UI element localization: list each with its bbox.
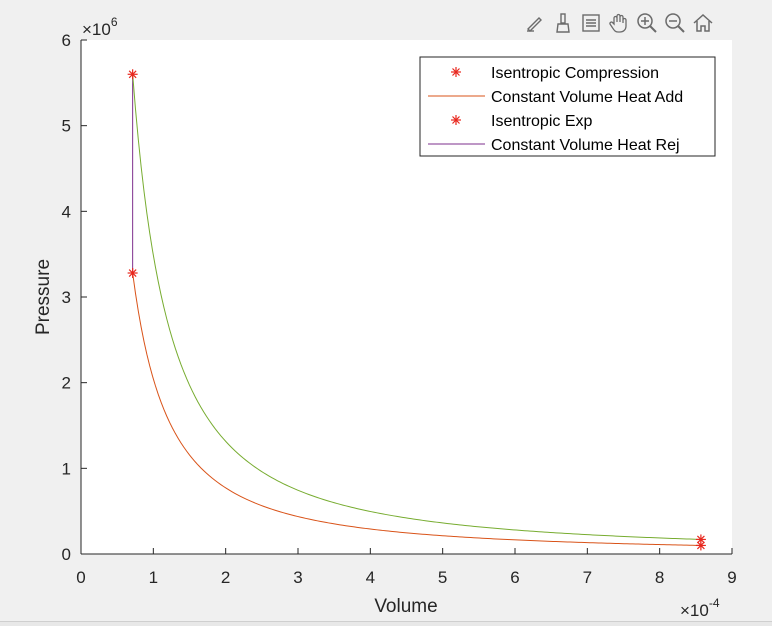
x-tick-label: 0 <box>76 568 85 587</box>
x-ticks: 0 1 2 3 4 5 6 7 8 9 <box>76 548 737 587</box>
series-4 <box>132 74 701 540</box>
x-tick-label: 2 <box>221 568 230 587</box>
y-tick-label: 6 <box>62 31 71 50</box>
y-tick-label: 5 <box>62 117 71 136</box>
window-bottom-bar <box>0 621 772 626</box>
legend-label: Constant Volume Heat Rej <box>491 137 680 154</box>
data-tips-button[interactable] <box>578 9 604 37</box>
home-button[interactable] <box>690 9 716 37</box>
axes-toolbar <box>522 8 716 38</box>
data-point-marker <box>127 69 138 80</box>
y-tick-label: 4 <box>62 202 71 221</box>
x-tick-label: 3 <box>293 568 302 587</box>
legend-marker <box>451 115 461 125</box>
legend-label: Isentropic Exp <box>491 113 592 130</box>
y-axis-label: Pressure <box>33 259 54 335</box>
edit-plot-icon <box>527 17 542 32</box>
legend-entry: Isentropic Exp <box>451 113 592 130</box>
home-icon <box>693 13 713 32</box>
y-exponent-base: ×10 <box>82 20 111 39</box>
x-tick-label: 8 <box>655 568 664 587</box>
y-tick-label: 2 <box>62 374 71 393</box>
pan-button[interactable] <box>606 9 632 37</box>
series-1 <box>132 272 701 546</box>
legend-marker <box>451 67 461 77</box>
legend-label: Constant Volume Heat Add <box>491 89 683 106</box>
legend-entry: Isentropic Compression <box>451 65 659 82</box>
brush-button[interactable] <box>550 9 576 37</box>
plot-layer <box>127 69 706 551</box>
y-exponent-label: ×106 <box>82 15 118 39</box>
x-tick-label: 5 <box>438 568 447 587</box>
data-point-marker <box>695 534 706 545</box>
series-line <box>132 74 701 540</box>
legend-entry: Constant Volume Heat Rej <box>428 137 680 154</box>
x-tick-label: 4 <box>366 568 375 587</box>
brush-icon <box>556 13 570 33</box>
zoom-out-icon <box>665 13 685 33</box>
zoom-in-icon <box>637 13 657 33</box>
edit-plot-button[interactable] <box>522 9 548 37</box>
zoom-out-button[interactable] <box>662 9 688 37</box>
y-ticks: 0 1 2 3 4 5 6 <box>62 31 87 564</box>
y-tick-label: 0 <box>62 545 71 564</box>
zoom-in-button[interactable] <box>634 9 660 37</box>
x-axis-label: Volume <box>374 596 437 617</box>
legend-label: Isentropic Compression <box>491 65 659 82</box>
data-point-marker <box>127 268 138 279</box>
pan-icon <box>609 13 627 33</box>
legend[interactable]: Isentropic Compression Constant Volume He… <box>419 56 716 157</box>
x-tick-label: 9 <box>727 568 736 587</box>
series-2-markers <box>127 69 706 545</box>
data-tips-icon <box>582 14 600 32</box>
x-exponent-power: -4 <box>709 596 720 610</box>
x-exponent-base: ×10 <box>680 601 709 620</box>
y-tick-label: 3 <box>62 288 71 307</box>
legend-box <box>419 56 716 157</box>
series-line <box>132 272 701 546</box>
y-exponent-power: 6 <box>111 15 118 29</box>
x-exponent-label: ×10-4 <box>680 596 720 620</box>
legend-entry: Constant Volume Heat Add <box>428 89 683 106</box>
x-tick-label: 1 <box>149 568 158 587</box>
x-tick-label: 6 <box>510 568 519 587</box>
x-tick-label: 7 <box>583 568 592 587</box>
legend-entries: Isentropic Compression Constant Volume He… <box>428 65 683 154</box>
y-tick-label: 1 <box>62 459 71 478</box>
